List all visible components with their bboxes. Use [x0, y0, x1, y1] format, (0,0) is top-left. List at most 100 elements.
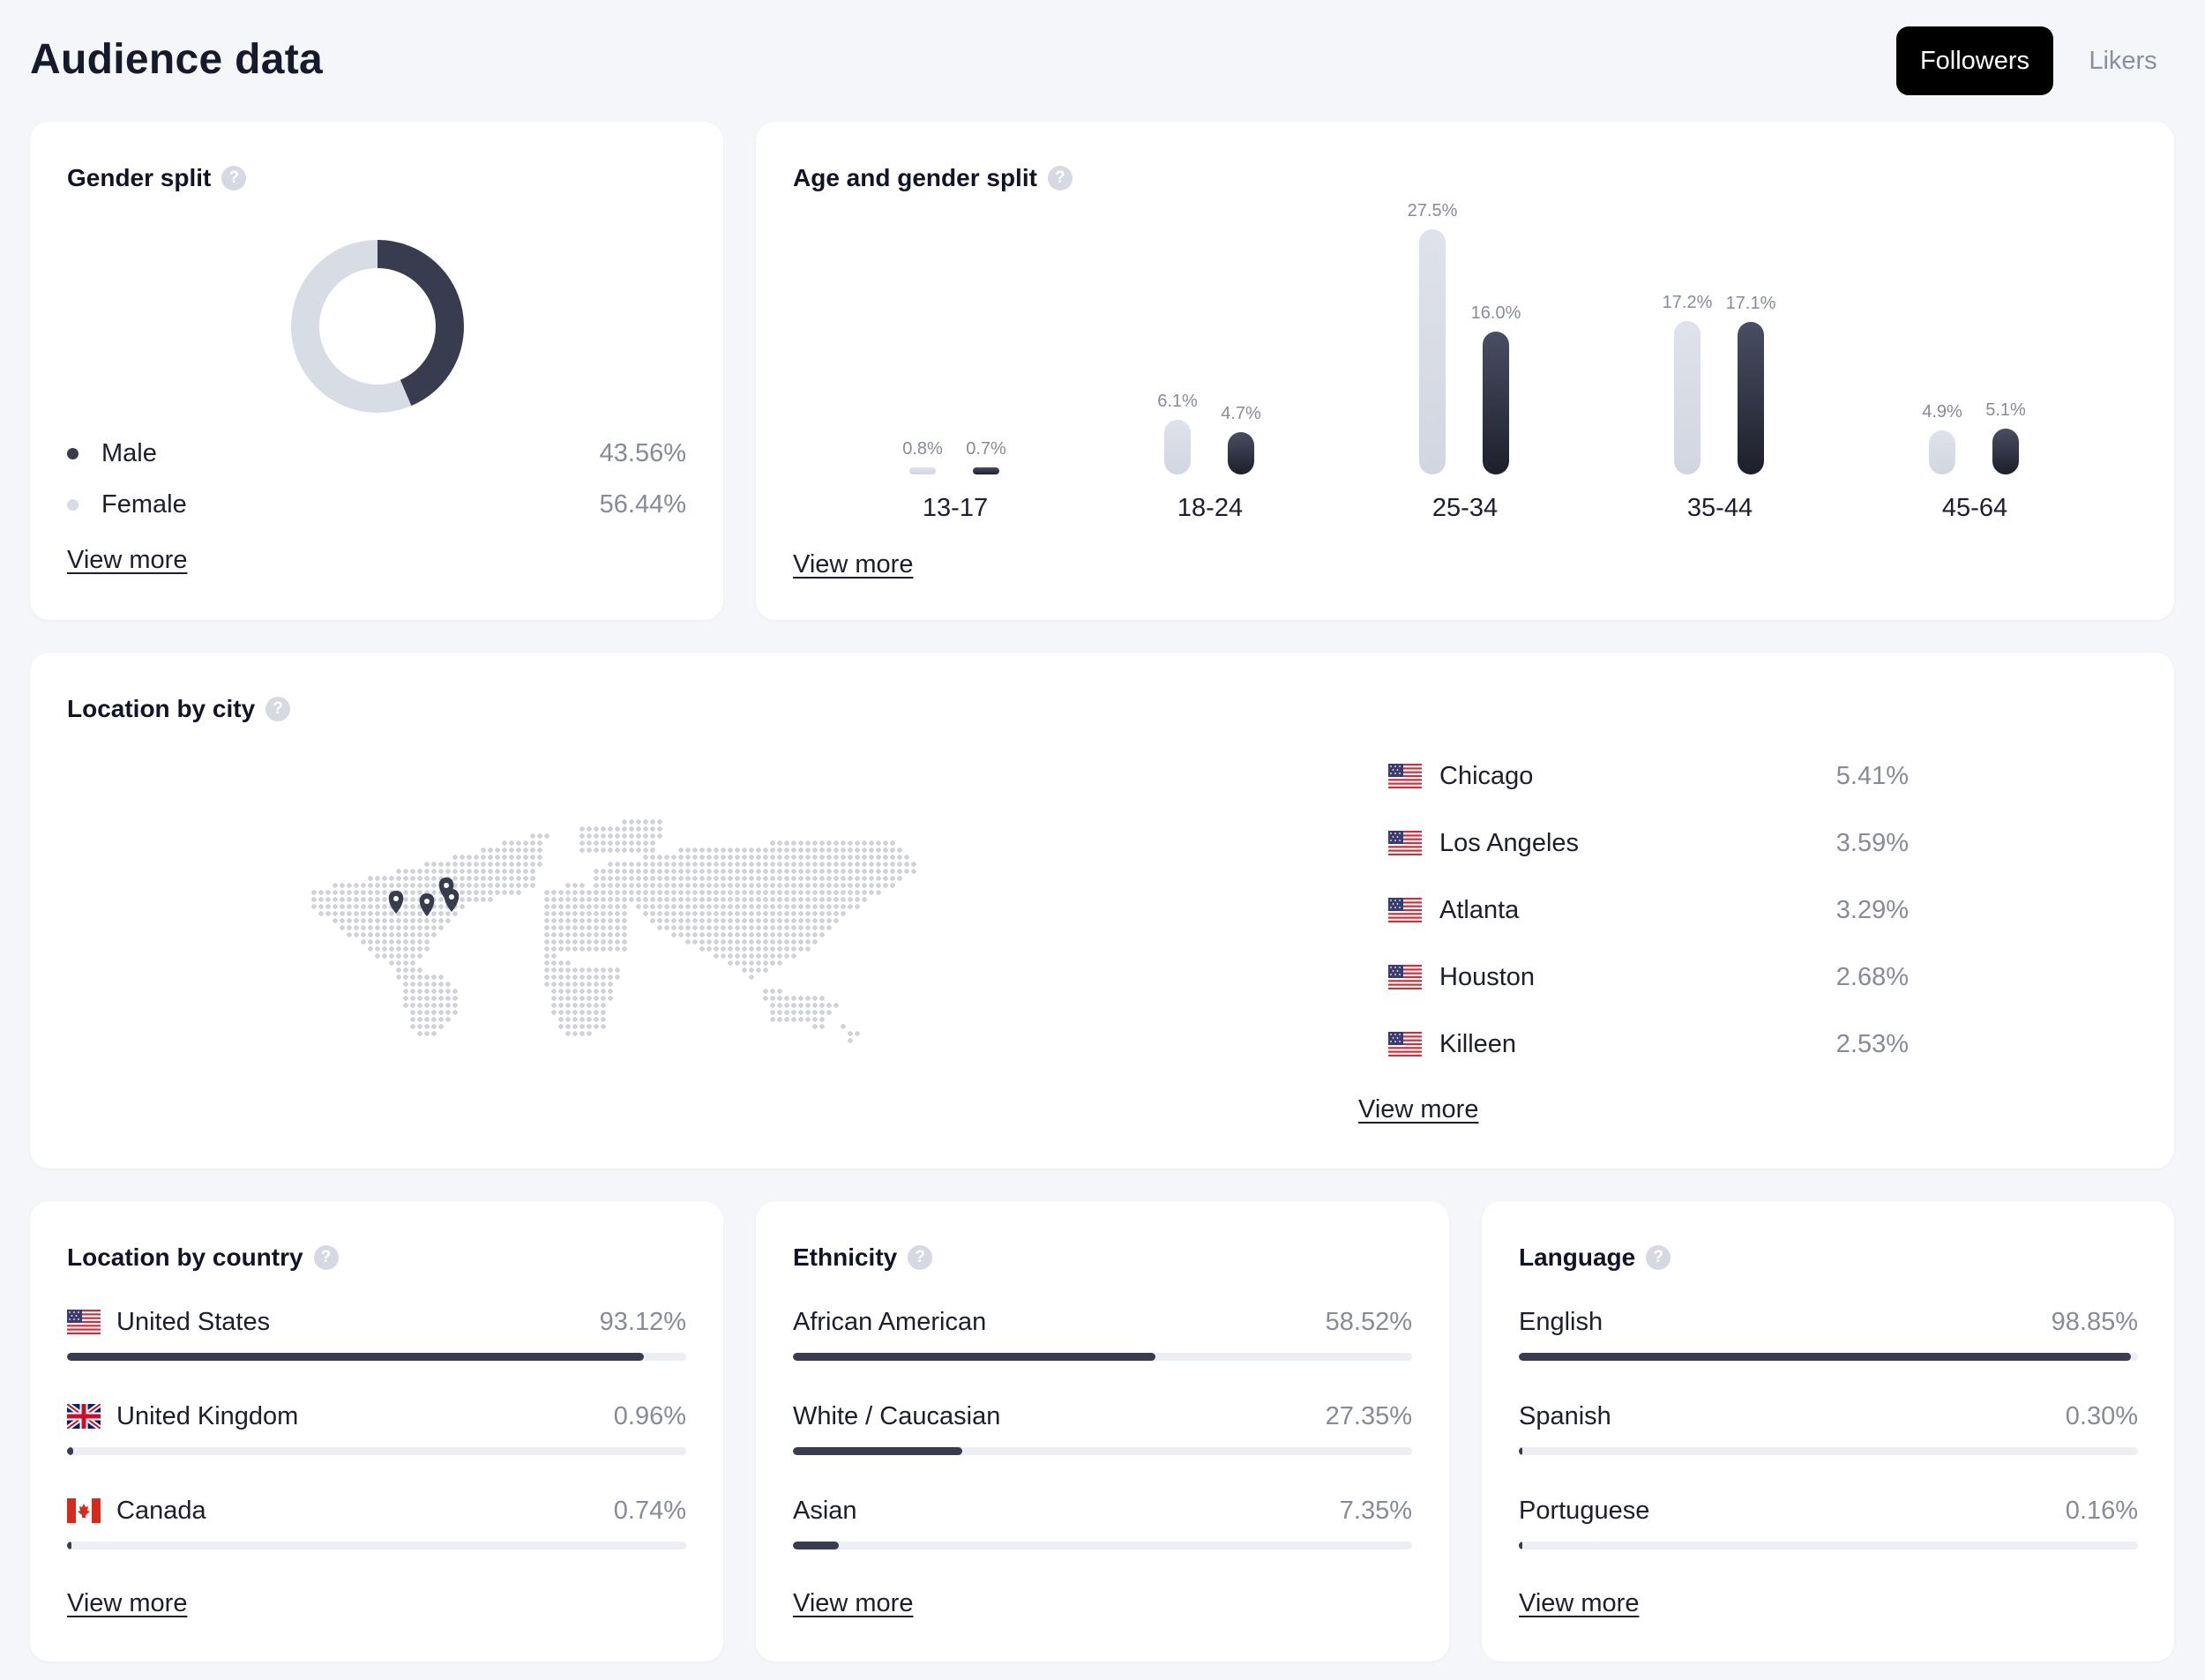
- city-row: Atlanta 3.29%: [1388, 892, 1909, 928]
- gender-split-card: Gender split? Male 43.56% Female 56.44% …: [30, 122, 723, 620]
- help-icon[interactable]: ?: [313, 1245, 339, 1270]
- map-dot: [826, 890, 832, 895]
- map-dot: [904, 855, 909, 860]
- map-dot: [579, 918, 585, 923]
- map-dot: [368, 911, 373, 916]
- map-dot: [763, 960, 768, 966]
- map-dot: [742, 967, 747, 973]
- map-dot: [622, 826, 627, 832]
- help-icon[interactable]: ?: [908, 1245, 933, 1270]
- map-dot: [812, 847, 818, 853]
- help-icon[interactable]: ?: [1646, 1245, 1671, 1270]
- map-dot: [805, 840, 811, 846]
- map-dot: [678, 897, 684, 902]
- map-dot: [869, 855, 874, 860]
- map-dot: [417, 1031, 422, 1036]
- map-dot: [523, 855, 528, 860]
- view-more-link[interactable]: View more: [1358, 1095, 1479, 1124]
- map-dot: [777, 890, 782, 895]
- map-dot: [812, 939, 818, 945]
- map-dot: [650, 911, 655, 916]
- map-dot: [883, 869, 888, 874]
- map-dot: [791, 1003, 796, 1008]
- view-more-link[interactable]: View more: [1519, 1589, 1640, 1617]
- map-dot: [481, 869, 486, 874]
- map-dot: [622, 911, 627, 916]
- map-dot: [452, 996, 458, 1001]
- map-dot: [650, 890, 655, 895]
- map-dot: [565, 974, 571, 980]
- map-dot: [883, 883, 888, 888]
- map-dot: [848, 840, 853, 846]
- map-dot: [615, 883, 620, 888]
- map-dot: [812, 1010, 818, 1015]
- ethnicity-row: White / Caucasian 27.35%: [793, 1400, 1412, 1455]
- map-dot: [791, 1010, 796, 1015]
- map-dot: [572, 1010, 578, 1015]
- map-dot: [692, 904, 698, 909]
- map-dot: [389, 946, 394, 952]
- ethnicity-card: Ethnicity? African American 58.52% White …: [756, 1201, 1449, 1661]
- map-dot: [438, 1003, 444, 1008]
- map-dot: [735, 946, 740, 952]
- map-dot: [742, 847, 747, 853]
- help-icon[interactable]: ?: [265, 697, 291, 721]
- view-more-link[interactable]: View more: [793, 1589, 914, 1617]
- view-more-link[interactable]: View more: [67, 1589, 188, 1617]
- map-dot: [770, 996, 775, 1001]
- map-dot: [544, 932, 549, 937]
- map-dot: [403, 925, 408, 930]
- map-dot: [438, 869, 444, 874]
- map-dot: [791, 939, 796, 945]
- map-dot: [735, 883, 740, 888]
- help-icon[interactable]: ?: [1047, 166, 1073, 190]
- uk-flag-icon: [67, 1404, 101, 1429]
- map-dot: [311, 890, 317, 895]
- map-dot: [678, 904, 684, 909]
- map-dot: [728, 918, 733, 923]
- map-dot: [516, 847, 521, 853]
- map-dot: [587, 932, 592, 937]
- map-dot: [819, 918, 825, 923]
- map-dot: [544, 890, 549, 895]
- map-dot: [347, 918, 352, 923]
- view-more-link[interactable]: View more: [67, 546, 188, 574]
- map-dot: [763, 996, 768, 1001]
- map-dot: [714, 862, 719, 867]
- city-row: Chicago 5.41%: [1388, 758, 1909, 794]
- map-dot: [467, 890, 472, 895]
- map-pin-icon[interactable]: [419, 893, 435, 916]
- map-dot: [438, 1010, 444, 1015]
- map-dot: [551, 932, 557, 937]
- map-dot: [615, 847, 620, 853]
- map-dot: [763, 911, 768, 916]
- map-dot: [509, 847, 514, 853]
- map-dot: [826, 855, 832, 860]
- map-dot: [579, 911, 585, 916]
- map-dot: [855, 840, 860, 846]
- followers-tab[interactable]: Followers: [1896, 26, 2053, 95]
- male-bar: [973, 467, 999, 474]
- map-dot: [601, 904, 606, 909]
- map-dot: [812, 1003, 818, 1008]
- map-pin-icon[interactable]: [388, 891, 404, 914]
- map-pin-icon[interactable]: [444, 889, 460, 912]
- map-dot: [657, 855, 662, 860]
- map-dot: [601, 890, 606, 895]
- map-dot: [629, 826, 634, 832]
- map-dot: [544, 953, 549, 959]
- help-icon[interactable]: ?: [221, 166, 247, 190]
- map-dot: [594, 847, 599, 853]
- map-dot: [544, 918, 549, 923]
- map-dot: [883, 847, 888, 853]
- map-dot: [650, 819, 655, 825]
- map-dot: [403, 967, 408, 973]
- map-dot: [763, 932, 768, 937]
- map-dot: [812, 890, 818, 895]
- map-dot: [770, 953, 775, 959]
- likers-tab[interactable]: Likers: [2089, 46, 2157, 75]
- map-dot: [770, 932, 775, 937]
- map-dot: [706, 925, 712, 930]
- card-title: Location by city?: [67, 695, 291, 723]
- view-more-link[interactable]: View more: [793, 550, 914, 579]
